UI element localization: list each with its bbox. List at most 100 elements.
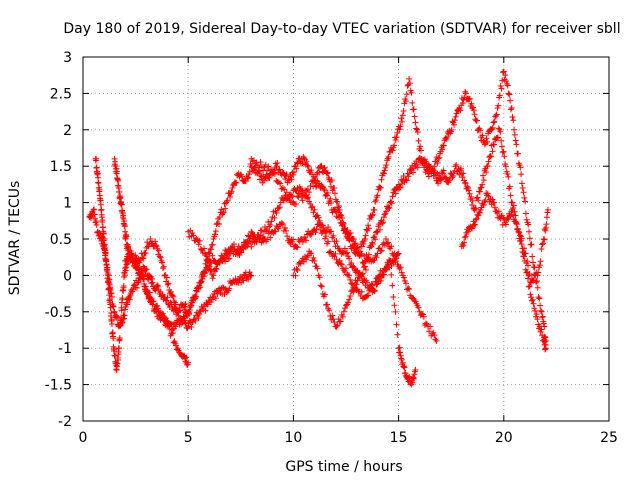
data-point	[278, 185, 285, 192]
data-point	[331, 185, 338, 192]
data-point	[202, 260, 209, 267]
data-point	[312, 229, 319, 236]
data-point	[148, 280, 155, 287]
data-point	[152, 242, 159, 249]
data-point	[294, 267, 301, 274]
data-point	[517, 238, 524, 245]
data-point	[518, 235, 525, 242]
data-point	[299, 197, 306, 204]
data-point	[313, 177, 320, 184]
data-point	[537, 258, 544, 265]
data-point	[499, 149, 506, 156]
data-point	[111, 308, 118, 315]
data-point	[152, 238, 159, 245]
data-point	[222, 258, 229, 265]
data-point	[113, 168, 120, 175]
data-point	[538, 326, 545, 333]
data-point	[311, 258, 318, 265]
data-point	[463, 229, 470, 236]
data-marks	[86, 68, 551, 388]
data-point	[466, 96, 473, 103]
data-point	[206, 263, 213, 270]
data-point	[163, 274, 170, 281]
data-point	[169, 326, 176, 333]
data-point	[394, 261, 401, 268]
data-point	[377, 184, 384, 191]
data-point	[512, 137, 519, 144]
x-tick-label: 20	[495, 430, 513, 446]
data-point	[402, 280, 409, 287]
data-point	[108, 321, 115, 328]
data-point	[457, 165, 464, 172]
data-point	[509, 114, 516, 121]
data-point	[536, 295, 543, 302]
data-point	[256, 164, 263, 171]
data-point	[409, 379, 416, 386]
data-point	[380, 170, 387, 177]
data-point	[267, 234, 274, 241]
data-point	[400, 274, 407, 281]
data-point	[398, 355, 405, 362]
data-point	[106, 292, 113, 299]
data-point	[491, 204, 498, 211]
data-point	[226, 285, 233, 292]
data-point	[310, 254, 317, 261]
data-point	[411, 371, 418, 378]
data-point	[338, 261, 345, 268]
data-point	[359, 270, 366, 277]
data-point	[526, 228, 533, 235]
data-point	[154, 282, 161, 289]
data-point	[146, 289, 153, 296]
data-point	[334, 322, 341, 329]
data-point	[521, 253, 528, 260]
data-point	[265, 163, 272, 170]
data-point	[542, 345, 549, 352]
data-point	[190, 232, 197, 239]
data-point	[209, 241, 216, 248]
data-point	[272, 228, 279, 235]
data-point	[406, 75, 413, 82]
data-point	[440, 167, 447, 174]
data-point	[380, 271, 387, 278]
data-point	[186, 306, 193, 313]
data-point	[319, 168, 326, 175]
data-point	[389, 282, 396, 289]
data-point	[124, 301, 131, 308]
data-point	[416, 145, 423, 152]
x-tick-label: 5	[184, 430, 193, 446]
data-point	[270, 169, 277, 176]
data-point	[347, 276, 354, 283]
data-point	[495, 125, 502, 132]
data-point	[169, 329, 176, 336]
data-point	[354, 244, 361, 251]
data-point	[321, 291, 328, 298]
data-point	[412, 119, 419, 126]
data-point	[149, 279, 156, 286]
data-point	[426, 328, 433, 335]
data-point	[330, 232, 337, 239]
data-point	[156, 253, 163, 260]
data-point	[110, 303, 117, 310]
data-point	[222, 205, 229, 212]
data-point	[507, 106, 514, 113]
data-point	[170, 293, 177, 300]
data-point	[517, 232, 524, 239]
data-point	[388, 271, 395, 278]
data-point	[155, 307, 162, 314]
data-point	[182, 355, 189, 362]
data-point	[339, 215, 346, 222]
data-point	[349, 243, 356, 250]
data-point	[327, 195, 334, 202]
data-point	[466, 95, 473, 102]
data-point	[90, 206, 97, 213]
data-point	[247, 273, 254, 280]
data-point	[435, 155, 442, 162]
data-point	[351, 249, 358, 256]
data-point	[246, 237, 253, 244]
data-point	[122, 228, 129, 235]
data-point	[502, 163, 509, 170]
data-point	[410, 295, 417, 302]
data-point	[99, 234, 106, 241]
data-point	[91, 206, 98, 213]
data-point	[164, 294, 171, 301]
